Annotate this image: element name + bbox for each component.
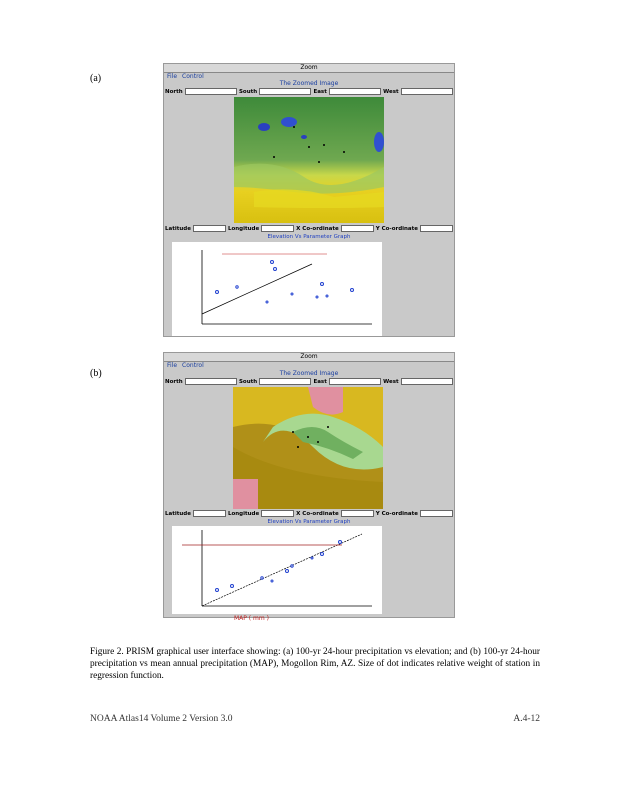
field-label: Y Co-ordinate xyxy=(375,510,418,517)
image-title: The Zoomed Image xyxy=(279,80,339,87)
menu-item[interactable]: Control xyxy=(182,362,204,369)
panel-label: (a) xyxy=(90,73,102,84)
footer-left: NOAA Atlas14 Volume 2 Version 3.0 xyxy=(90,714,233,724)
x-axis-label: MAP ( mm ) xyxy=(234,615,269,622)
coords-row: North South East West xyxy=(165,88,453,95)
graph-title: Elevation Vs Parameter Graph xyxy=(267,234,351,240)
menu-item[interactable]: Control xyxy=(182,73,204,80)
zoomed-image xyxy=(233,387,383,509)
field-label: X Co-ordinate xyxy=(296,510,339,517)
field-label: North xyxy=(165,378,183,385)
cursor-row: Latitude Longitude X Co-ordinate Y Co-or… xyxy=(165,510,453,517)
caption: Figure 2. PRISM graphical user interface… xyxy=(90,647,540,681)
window: Zoom File Control The Zoomed Image North … xyxy=(163,63,455,337)
graph xyxy=(172,526,382,614)
graph-title: Elevation Vs Parameter Graph xyxy=(267,519,351,525)
cursor-row: Latitude Longitude X Co-ordinate Y Co-or… xyxy=(165,225,453,232)
field-label: Longitude xyxy=(227,225,260,232)
field-label: Latitude xyxy=(165,510,191,517)
field-label: Latitude xyxy=(165,225,191,232)
menu-item[interactable]: File xyxy=(167,73,178,80)
image-title: The Zoomed Image xyxy=(279,370,339,377)
footer-right: A.4-12 xyxy=(513,714,540,724)
field-label: North xyxy=(165,88,183,95)
menu: File Control xyxy=(167,362,209,369)
field-label: South xyxy=(238,88,258,95)
field-label: West xyxy=(383,88,399,95)
field-label: East xyxy=(313,88,327,95)
field-label: West xyxy=(383,378,399,385)
field-label: Longitude xyxy=(227,510,260,517)
field-label: Y Co-ordinate xyxy=(375,225,418,232)
field-label: X Co-ordinate xyxy=(296,225,339,232)
menu: File Control xyxy=(167,73,209,80)
graph xyxy=(172,242,382,336)
coords-row: North South East West xyxy=(165,378,453,385)
panel-label: (b) xyxy=(90,368,102,379)
menu-item[interactable]: File xyxy=(167,362,178,369)
window-title: Zoom xyxy=(164,64,454,73)
window-title: Zoom xyxy=(164,353,454,362)
zoomed-image xyxy=(234,97,384,223)
field-label: East xyxy=(313,378,327,385)
field-label: South xyxy=(238,378,258,385)
window: Zoom File Control The Zoomed Image North … xyxy=(163,352,455,622)
